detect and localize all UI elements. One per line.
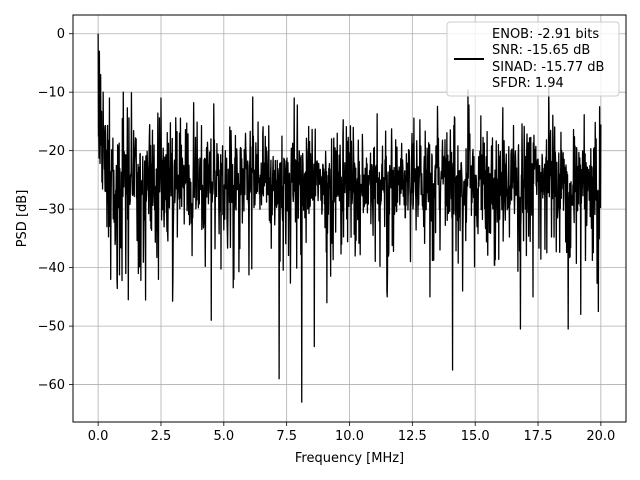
legend-sfdr: SFDR: 1.94 bbox=[492, 76, 564, 91]
x-tick-label: 2.5 bbox=[151, 429, 172, 444]
x-tick-label: 10.0 bbox=[335, 429, 364, 444]
axis-ticks: 0.0 2.5 5.0 7.5 10.0 12.5 15.0 17.5 20.0 0 −10 −20 −… bbox=[38, 27, 616, 444]
legend: ENOB: -2.91 bits SNR: -15.65 dB SINAD: -… bbox=[446, 21, 620, 97]
x-tick-label: 0.0 bbox=[88, 429, 109, 444]
legend-box bbox=[446, 21, 620, 97]
y-tick-label: −40 bbox=[38, 261, 65, 276]
x-tick-label: 5.0 bbox=[213, 429, 234, 444]
x-tick-label: 20.0 bbox=[586, 429, 615, 444]
y-tick-label: −50 bbox=[38, 320, 65, 335]
x-axis-label: Frequency [MHz] bbox=[295, 451, 404, 466]
plot-area bbox=[97, 33, 602, 403]
y-tick-label: −30 bbox=[38, 203, 65, 218]
legend-enob: ENOB: -2.91 bits bbox=[492, 27, 599, 42]
y-tick-label: −10 bbox=[38, 86, 65, 101]
y-axis-label: PSD [dB] bbox=[15, 190, 30, 248]
legend-sinad: SINAD: -15.77 dB bbox=[492, 60, 604, 75]
y-tick-label: 0 bbox=[57, 27, 65, 42]
x-tick-label: 17.5 bbox=[524, 429, 553, 444]
x-tick-label: 12.5 bbox=[398, 429, 427, 444]
x-tick-label: 7.5 bbox=[276, 429, 297, 444]
psd-series-line bbox=[97, 33, 602, 403]
y-tick-label: −60 bbox=[38, 378, 65, 393]
x-tick-label: 15.0 bbox=[461, 429, 490, 444]
y-tick-label: −20 bbox=[38, 144, 65, 159]
legend-snr: SNR: -15.65 dB bbox=[492, 43, 590, 58]
